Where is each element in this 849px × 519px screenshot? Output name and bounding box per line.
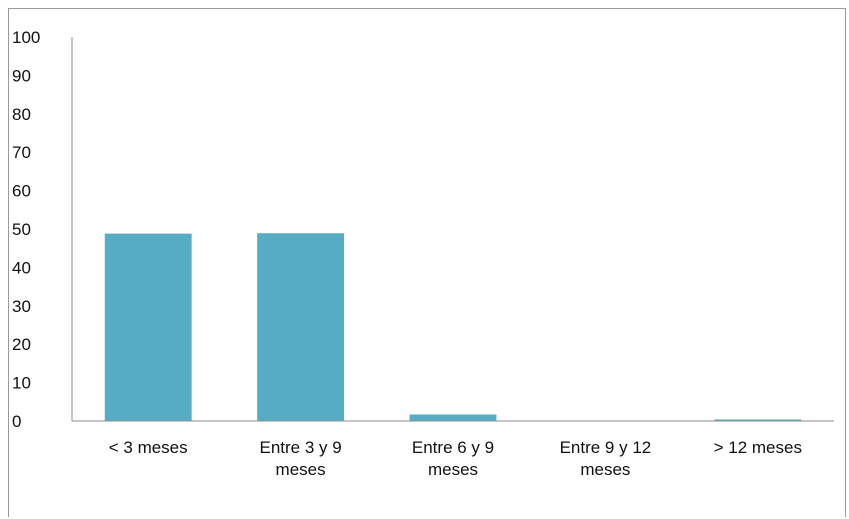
y-axis-ticks: 0 10 20 30 40 50 60 70 80 90 100 — [12, 28, 40, 431]
y-tick-label: 20 — [12, 335, 31, 354]
bar — [409, 414, 497, 421]
y-tick-label: 80 — [12, 105, 31, 124]
y-tick-label: 90 — [12, 66, 31, 85]
bar — [257, 233, 345, 421]
x-tick-label: Entre 9 y 12 meses — [560, 438, 652, 479]
y-tick-label: 10 — [12, 374, 31, 393]
y-tick-label: 30 — [12, 297, 31, 316]
bar — [104, 233, 192, 421]
x-tick-label: Entre 3 y 9 meses — [259, 438, 341, 479]
y-tick-label: 50 — [12, 220, 31, 239]
x-tick-label: < 3 meses — [109, 438, 188, 457]
bars — [104, 233, 802, 421]
y-tick-label: 40 — [12, 258, 31, 277]
x-tick-label: > 12 meses — [714, 438, 802, 457]
y-tick-label: 70 — [12, 143, 31, 162]
x-tick-label: Entre 6 y 9 meses — [412, 438, 494, 479]
bar — [714, 419, 802, 421]
y-tick-label: 0 — [12, 412, 21, 431]
x-axis-labels: < 3 meses Entre 3 y 9 meses Entre 6 y 9 mese… — [109, 438, 802, 479]
y-tick-label: 60 — [12, 182, 31, 201]
y-tick-label: 100 — [12, 28, 40, 47]
